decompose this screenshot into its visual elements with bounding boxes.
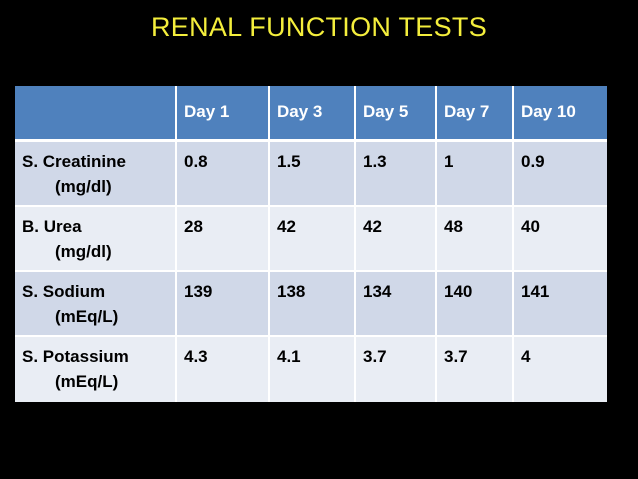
header-cell-day-1: Day 1 [177, 86, 270, 142]
value-cell: 4.3 [177, 337, 270, 402]
value-cell: 4 [514, 337, 607, 402]
value-cell: 0.8 [177, 142, 270, 207]
parameter-unit: (mEq/L) [55, 307, 119, 326]
value-cell: 3.7 [437, 337, 514, 402]
value-cell: 3.7 [356, 337, 437, 402]
row-label-cell: S. Potassium (mEq/L) [15, 337, 177, 402]
parameter-unit: (mg/dl) [55, 177, 112, 196]
parameter-unit: (mEq/L) [55, 372, 119, 391]
slide-title: RENAL FUNCTION TESTS [150, 12, 488, 42]
row-label-cell: B. Urea (mg/dl) [15, 207, 177, 272]
table-row: S. Potassium (mEq/L) 4.3 4.1 3.7 3.7 4 [15, 337, 607, 402]
row-label-cell: S. Sodium (mEq/L) [15, 272, 177, 337]
header-cell-day-5: Day 5 [356, 86, 437, 142]
row-label-cell: S. Creatinine (mg/dl) [15, 142, 177, 207]
value-cell: 140 [437, 272, 514, 337]
table-row: S. Creatinine (mg/dl) 0.8 1.5 1.3 1 0.9 [15, 142, 607, 207]
value-cell: 42 [270, 207, 356, 272]
value-cell: 48 [437, 207, 514, 272]
value-cell: 40 [514, 207, 607, 272]
renal-function-table: Day 1 Day 3 Day 5 Day 7 Day 10 S. Creati… [15, 86, 607, 402]
parameter-name: B. Urea [22, 217, 82, 236]
header-cell-day-10: Day 10 [514, 86, 607, 142]
table-row: B. Urea (mg/dl) 28 42 42 48 40 [15, 207, 607, 272]
table-row: S. Sodium (mEq/L) 139 138 134 140 141 [15, 272, 607, 337]
value-cell: 28 [177, 207, 270, 272]
value-cell: 1.5 [270, 142, 356, 207]
value-cell: 4.1 [270, 337, 356, 402]
header-cell-corner [15, 86, 177, 142]
header-cell-day-7: Day 7 [437, 86, 514, 142]
value-cell: 134 [356, 272, 437, 337]
value-cell: 42 [356, 207, 437, 272]
table-header-row: Day 1 Day 3 Day 5 Day 7 Day 10 [15, 86, 607, 142]
parameter-name: S. Sodium [22, 282, 106, 301]
parameter-name: S. Potassium [22, 347, 129, 366]
value-cell: 1 [437, 142, 514, 207]
value-cell: 138 [270, 272, 356, 337]
value-cell: 141 [514, 272, 607, 337]
header-cell-day-3: Day 3 [270, 86, 356, 142]
parameter-unit: (mg/dl) [55, 242, 112, 261]
value-cell: 1.3 [356, 142, 437, 207]
value-cell: 139 [177, 272, 270, 337]
parameter-name: S. Creatinine [22, 152, 126, 171]
value-cell: 0.9 [514, 142, 607, 207]
